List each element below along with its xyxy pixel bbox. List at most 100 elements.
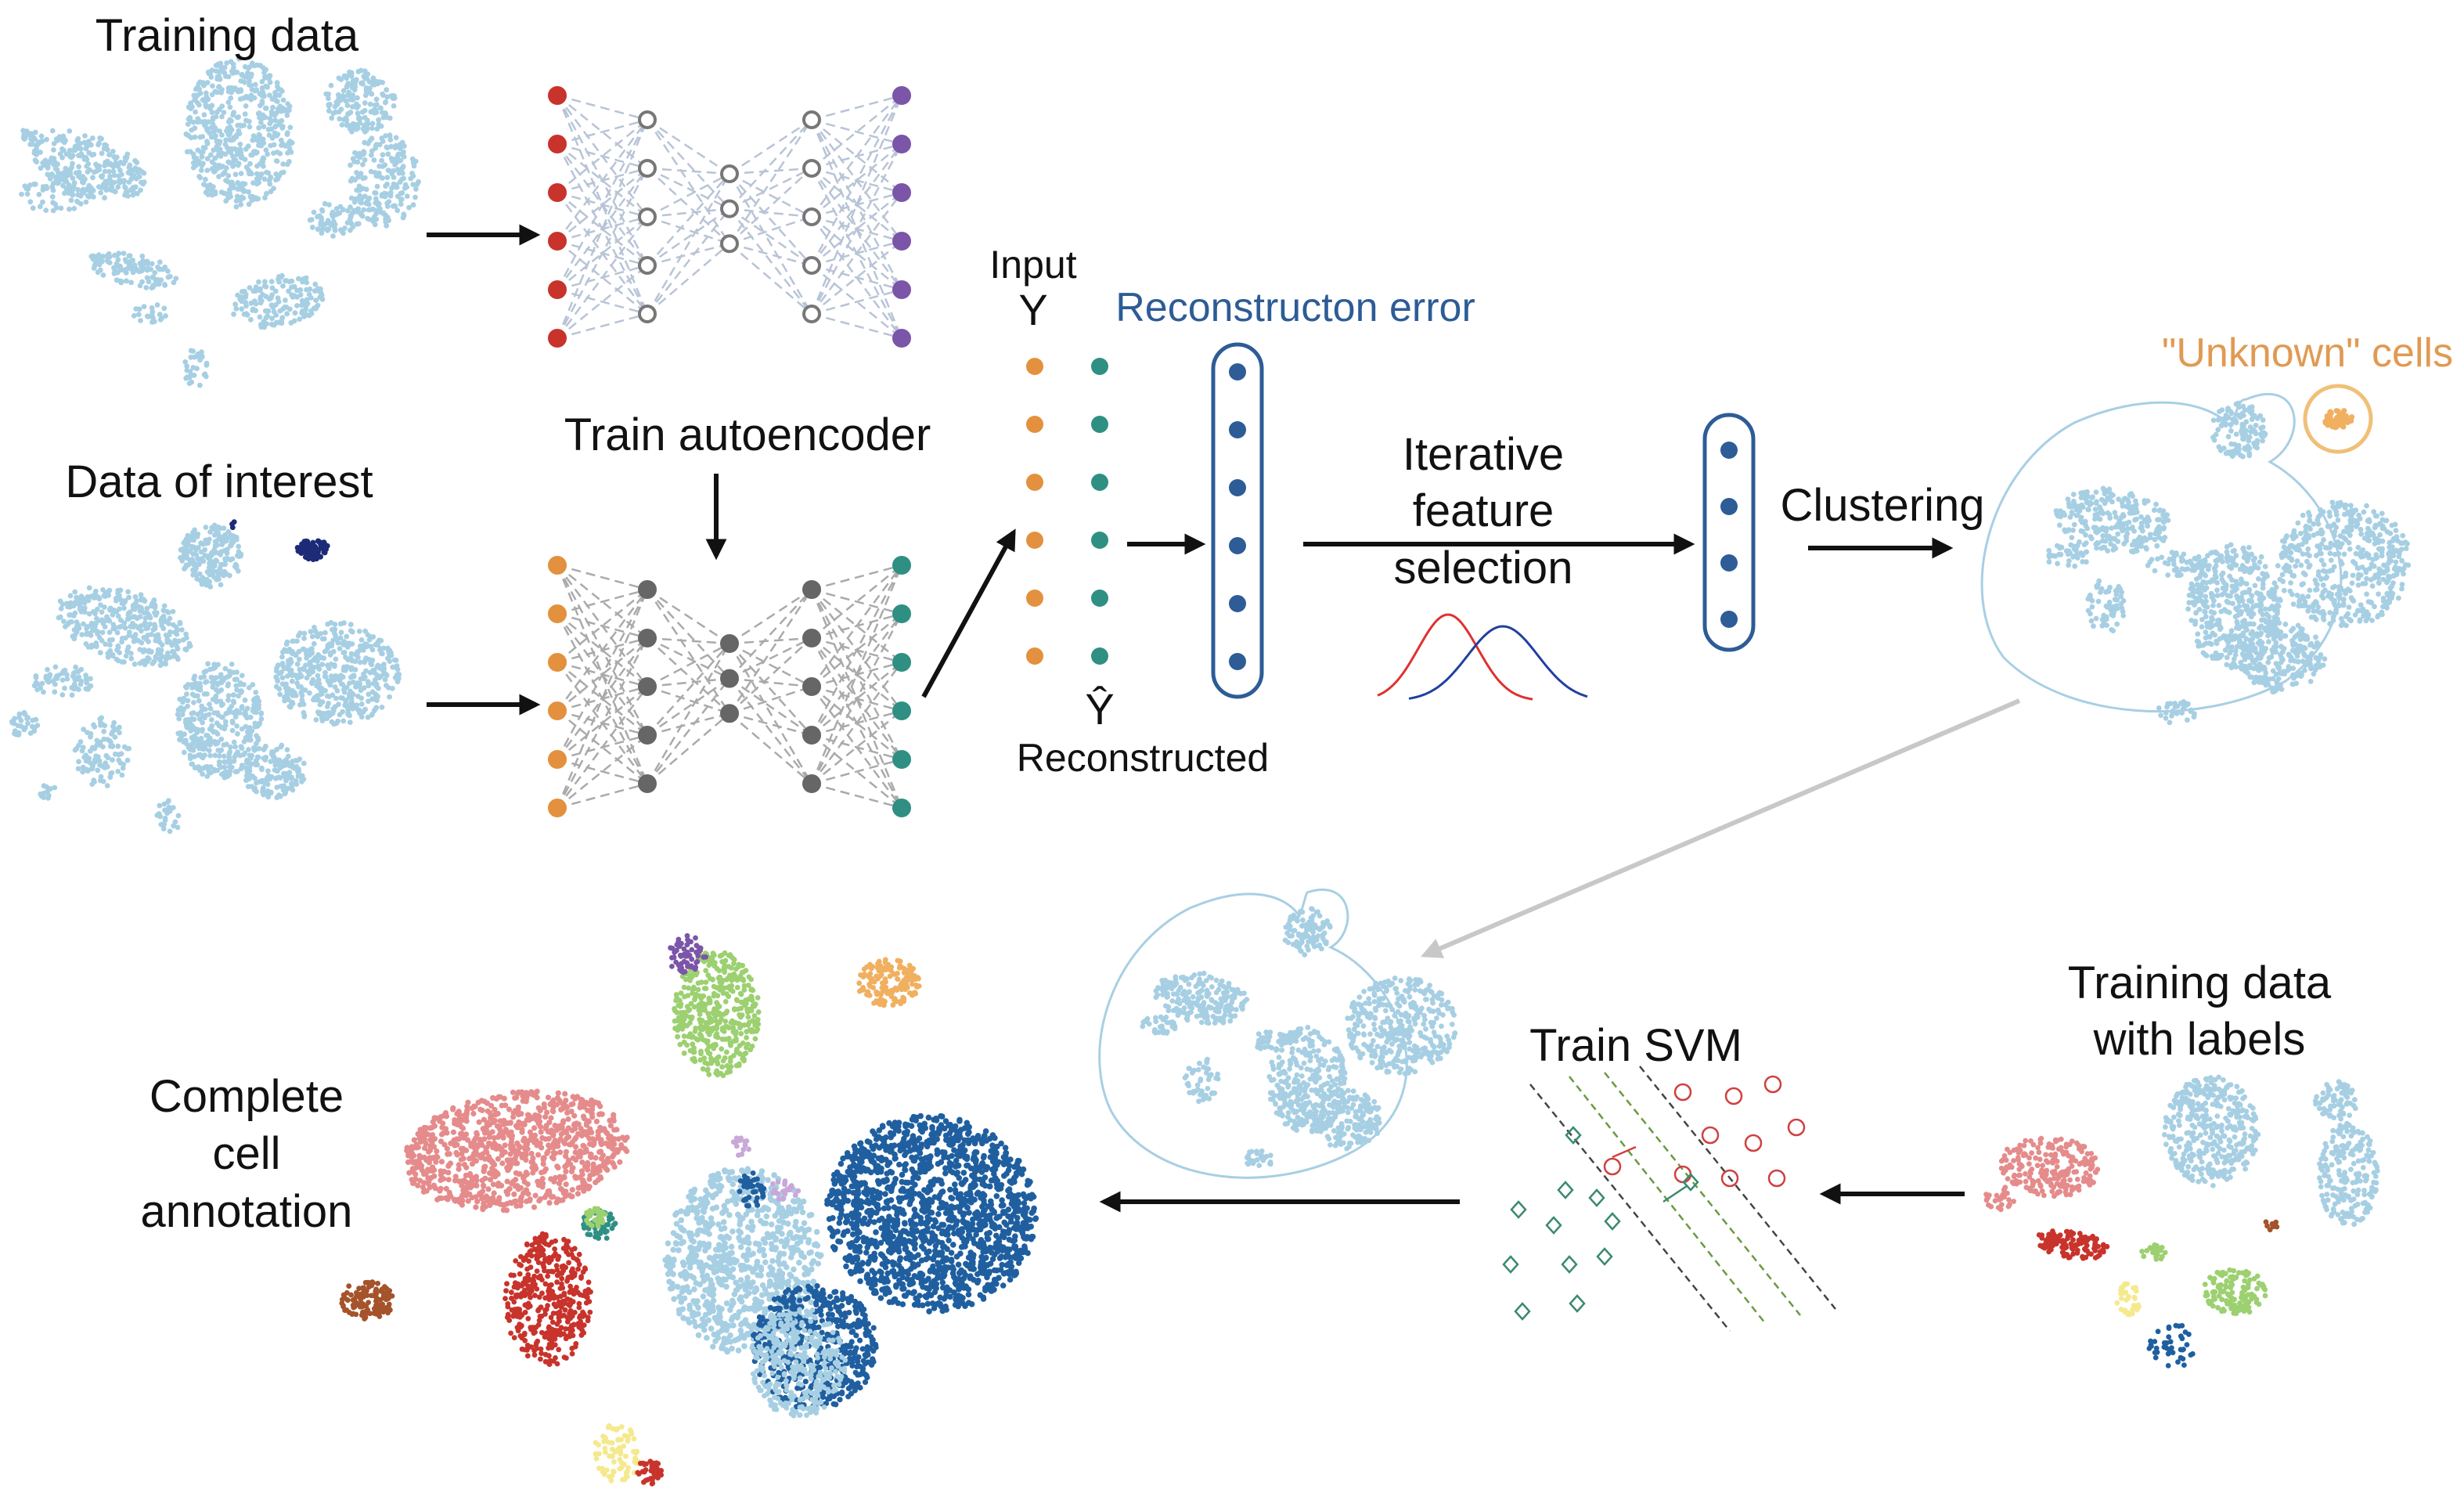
cell-points bbox=[668, 932, 708, 975]
cell-points bbox=[31, 664, 94, 698]
network-node bbox=[638, 726, 657, 745]
network-node bbox=[892, 556, 911, 575]
training-labels-scatter bbox=[1983, 1074, 2380, 1369]
cell-points bbox=[730, 1135, 751, 1158]
cell-points bbox=[19, 178, 93, 214]
network-node bbox=[802, 629, 821, 647]
network-node bbox=[892, 329, 911, 348]
data-of-interest-label: Data of interest bbox=[65, 456, 373, 507]
cell-points bbox=[2053, 485, 2171, 555]
iterative-label-line1: Iterative bbox=[1403, 429, 1564, 480]
autoencoder-apply-network bbox=[548, 556, 911, 817]
reconstructed-node bbox=[1091, 358, 1108, 375]
network-node bbox=[638, 110, 657, 129]
network-node bbox=[802, 305, 821, 323]
cell-points bbox=[294, 538, 330, 562]
cell-points bbox=[231, 272, 326, 330]
cell-points bbox=[2238, 622, 2328, 695]
cell-points bbox=[131, 302, 168, 325]
network-node bbox=[720, 234, 739, 254]
cell-points bbox=[339, 1279, 395, 1322]
network-node bbox=[802, 159, 821, 178]
cell-points bbox=[2210, 400, 2268, 460]
svm-margin-line bbox=[1529, 1084, 1731, 1332]
cell-points bbox=[824, 1113, 1039, 1314]
cell-points bbox=[2202, 1267, 2268, 1317]
input-node bbox=[1026, 416, 1043, 433]
clustering-label: Clustering bbox=[1780, 480, 1984, 531]
autoencoder-train-network bbox=[548, 86, 911, 348]
svm-class-a-point bbox=[1744, 1134, 1763, 1152]
network-node bbox=[802, 774, 821, 793]
input-symbol: Y bbox=[1018, 285, 1047, 334]
selected-features-vector-icon bbox=[1702, 413, 1756, 652]
cell-points bbox=[273, 619, 402, 727]
svm-class-b-point bbox=[1545, 1216, 1562, 1235]
network-node bbox=[720, 634, 739, 653]
network-connections bbox=[556, 94, 903, 340]
unknown-cells-circle bbox=[2303, 384, 2373, 454]
svm-class-a-point bbox=[1603, 1157, 1622, 1176]
cell-points bbox=[229, 519, 237, 531]
reconstructed-node bbox=[1091, 416, 1108, 433]
cell-points bbox=[2161, 1074, 2261, 1188]
gaussian-curve-icon bbox=[1377, 613, 1588, 701]
cell-points bbox=[1998, 1135, 2101, 1199]
network-node bbox=[802, 110, 821, 129]
cell-points bbox=[348, 132, 421, 229]
complete-label-line3: annotation bbox=[141, 1186, 353, 1237]
cell-points bbox=[2036, 1228, 2110, 1261]
cell-points bbox=[323, 67, 398, 135]
network-node bbox=[892, 701, 911, 720]
network-node bbox=[720, 704, 739, 723]
cell-points bbox=[503, 1231, 593, 1367]
cell-points bbox=[635, 1459, 665, 1487]
reconstruction-error-values bbox=[1229, 363, 1246, 670]
svm-class-b-point bbox=[1565, 1126, 1582, 1145]
svm-class-b-point bbox=[1588, 1188, 1605, 1207]
cell-points bbox=[2114, 1281, 2142, 1318]
svm-class-b-point bbox=[1561, 1255, 1578, 1274]
reconstructed-node bbox=[1091, 532, 1108, 549]
arrow-icon bbox=[1421, 698, 2021, 958]
network-node bbox=[802, 580, 821, 599]
input-node bbox=[1026, 590, 1043, 607]
cluster-outline-large bbox=[1980, 392, 2343, 713]
cell-points bbox=[1255, 1030, 1291, 1053]
svm-class-a-point bbox=[1787, 1118, 1806, 1137]
cell-points bbox=[2046, 542, 2090, 569]
cell-points bbox=[672, 950, 762, 1079]
cell-points bbox=[1140, 1014, 1178, 1036]
network-node bbox=[892, 604, 911, 623]
network-node bbox=[638, 677, 657, 696]
network-node bbox=[892, 280, 911, 299]
network-node bbox=[638, 256, 657, 275]
vector-value bbox=[1229, 479, 1246, 496]
cell-points bbox=[2139, 1242, 2168, 1262]
svm-margin-line bbox=[1604, 1072, 1801, 1316]
cell-points bbox=[183, 56, 295, 210]
train-svm-label: Train SVM bbox=[1529, 1020, 1742, 1071]
cell-points bbox=[154, 798, 182, 835]
vector-value bbox=[1720, 611, 1738, 628]
cell-points bbox=[737, 1170, 767, 1209]
network-node bbox=[892, 183, 911, 202]
network-node bbox=[548, 135, 567, 153]
network-node bbox=[548, 232, 567, 251]
network-node bbox=[892, 86, 911, 105]
data-of-interest-scatter bbox=[9, 519, 402, 835]
network-node bbox=[802, 726, 821, 745]
cell-points bbox=[178, 522, 244, 590]
cell-points bbox=[1182, 1056, 1221, 1105]
cell-points bbox=[2322, 408, 2355, 431]
reconstructed-node bbox=[1091, 647, 1108, 665]
iterative-label-line2: feature bbox=[1413, 485, 1554, 536]
network-node bbox=[548, 556, 567, 575]
network-node bbox=[802, 677, 821, 696]
cell-points bbox=[175, 661, 265, 781]
cell-points bbox=[2317, 1120, 2380, 1228]
training-labels-label-line1: Training data bbox=[2068, 957, 2332, 1008]
reconstructed-label: Reconstructed bbox=[1017, 736, 1269, 780]
cell-points bbox=[662, 1166, 824, 1355]
cell-points bbox=[9, 709, 41, 737]
